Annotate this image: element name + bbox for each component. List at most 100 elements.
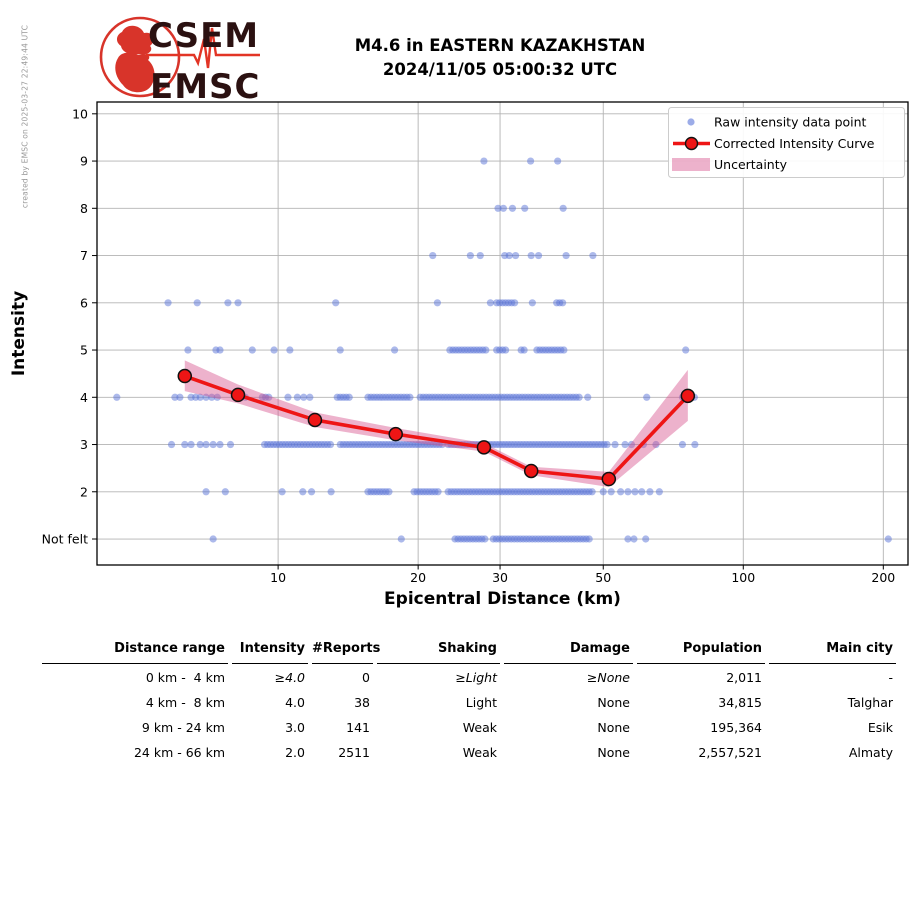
curve-marker <box>307 412 323 428</box>
raw-point <box>480 157 488 165</box>
title-line2: 2024/11/05 05:00:32 UTC <box>382 59 618 79</box>
raw-point <box>278 488 286 496</box>
raw-point <box>505 251 513 260</box>
raw-point <box>499 204 507 212</box>
table-header-cell: Damage <box>504 637 633 664</box>
raw-point <box>306 393 314 401</box>
x-tick-label: 200 <box>871 570 895 585</box>
table-cell: Talghar <box>847 695 893 710</box>
logo-csem: CSEM <box>148 16 259 56</box>
raw-point <box>652 440 660 449</box>
raw-point <box>642 535 650 543</box>
table-cell: Esik <box>867 720 893 735</box>
raw-point <box>226 440 235 449</box>
raw-point <box>511 299 519 307</box>
seismogram-icon <box>146 27 260 69</box>
table-cell: None <box>597 695 630 710</box>
globe-icon <box>99 16 181 98</box>
legend-raw-point-icon <box>687 118 695 126</box>
raw-point <box>286 346 294 354</box>
legend-label: Uncertainty <box>714 157 788 172</box>
x-tick-label: 10 <box>270 570 286 585</box>
raw-point <box>486 299 494 307</box>
raw-point <box>184 346 192 354</box>
raw-point <box>589 251 597 260</box>
raw-point <box>433 299 441 307</box>
raw-point <box>327 488 335 496</box>
table-cell: 2,011 <box>726 670 762 685</box>
raw-point <box>385 488 393 496</box>
raw-point <box>300 393 308 401</box>
y-tick-label: 4 <box>80 390 88 405</box>
table-cell: 2.0 <box>285 745 305 760</box>
raw-point <box>221 488 229 496</box>
raw-point <box>113 393 121 401</box>
raw-point <box>481 535 489 543</box>
table-header-cell: Main city <box>769 637 896 664</box>
raw-point <box>209 535 217 543</box>
table-cell: 24 km - 66 km <box>133 745 225 760</box>
raw-point <box>176 393 184 401</box>
raw-point <box>209 440 217 449</box>
table-cell: ≥None <box>586 670 630 685</box>
raw-point <box>299 488 307 496</box>
raw-point <box>527 157 535 165</box>
globe-landmass-africa <box>115 52 155 93</box>
table-cell: 38 <box>354 695 370 710</box>
raw-point <box>502 346 510 354</box>
x-axis-label: Epicentral Distance (km) <box>384 589 621 609</box>
raw-point <box>234 299 242 307</box>
raw-point <box>248 346 256 354</box>
raw-point <box>216 440 224 449</box>
raw-point <box>562 251 570 260</box>
legend-uncertainty-patch-icon <box>672 158 710 171</box>
y-tick-label: 5 <box>80 343 88 358</box>
raw-point <box>638 488 646 496</box>
raw-point <box>293 393 301 401</box>
raw-point <box>265 393 273 401</box>
legend-box <box>668 107 905 178</box>
raw-point <box>611 440 619 449</box>
raw-point <box>193 299 201 307</box>
y-tick-label: 7 <box>80 248 88 263</box>
raw-point <box>196 440 204 449</box>
curve-marker <box>680 388 696 404</box>
curve-marker <box>177 368 193 384</box>
raw-point <box>187 440 195 449</box>
raw-point <box>646 488 654 496</box>
raw-point <box>560 346 568 354</box>
table-cell: None <box>597 745 630 760</box>
raw-point <box>494 204 502 212</box>
curve-marker <box>388 426 403 442</box>
table-cell: 9 km - 24 km <box>137 720 225 735</box>
table-header-cell: Intensity <box>232 637 308 664</box>
y-axis-label: Intensity <box>9 291 29 376</box>
raw-point <box>202 488 210 496</box>
legend-label: Raw intensity data point <box>714 114 867 129</box>
table-header-cell: #Reports <box>312 637 380 664</box>
emsc-logo: CSEM EMSC <box>99 16 260 105</box>
raw-point <box>682 346 690 354</box>
raw-point <box>332 299 340 307</box>
raw-point <box>884 535 892 543</box>
curve-marker <box>601 471 617 487</box>
table-cell: 195,364 <box>710 720 762 735</box>
legend: Raw intensity data point Corrected Intens… <box>668 107 905 178</box>
axis-ticks <box>92 113 884 570</box>
table-cell: ≥4.0 <box>274 670 305 685</box>
y-tick-label: Not felt <box>42 532 88 547</box>
raw-point <box>521 204 529 212</box>
raw-point <box>603 440 611 449</box>
raw-point <box>534 251 543 260</box>
raw-point <box>554 157 562 165</box>
raw-point <box>508 204 517 212</box>
title-line1: M4.6 in EASTERN KAZAKHSTAN <box>354 36 646 55</box>
raw-point <box>585 535 593 543</box>
raw-point <box>429 251 437 260</box>
raw-point <box>434 488 442 496</box>
curve-marker <box>230 387 246 403</box>
raw-point <box>511 251 520 260</box>
globe-landmass-europe <box>116 25 154 55</box>
raw-point <box>643 393 651 401</box>
